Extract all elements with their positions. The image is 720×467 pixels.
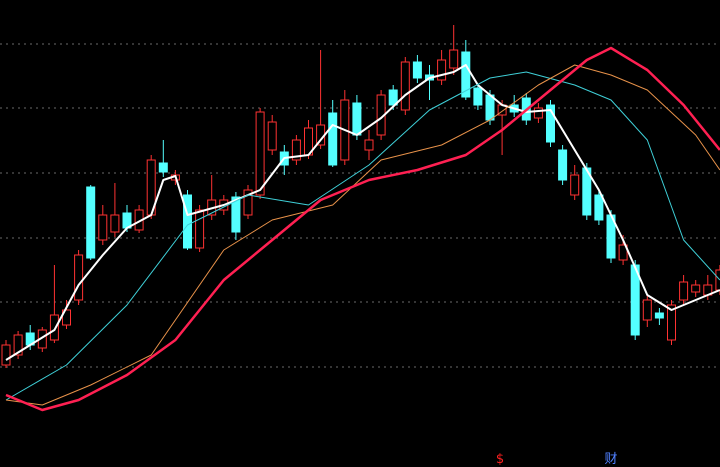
- candle-body: [691, 284, 701, 293]
- candle-body: [654, 312, 664, 319]
- candles: [1, 25, 720, 368]
- annotation: 财: [604, 452, 617, 467]
- candle-body: [328, 112, 338, 166]
- candle-body: [533, 107, 543, 119]
- candle-body: [594, 194, 604, 221]
- candle-body: [582, 167, 592, 216]
- candle-body: [86, 186, 96, 259]
- candle-body: [485, 94, 495, 121]
- candle-body: [267, 121, 277, 151]
- moving-average-line: [5, 71, 720, 401]
- candle-body: [546, 104, 555, 143]
- candle-body: [473, 87, 483, 106]
- candle-body: [49, 314, 59, 341]
- candle-body: [642, 299, 652, 321]
- candle-body: [158, 162, 168, 173]
- candle-body: [255, 111, 265, 196]
- candle-body: [195, 209, 205, 249]
- candle-body: [437, 59, 447, 81]
- candle-body: [231, 196, 241, 233]
- candle-body: [1, 344, 11, 366]
- candle-body: [243, 189, 253, 216]
- candle-body: [352, 102, 362, 136]
- candle-body: [291, 139, 301, 161]
- candle-body: [449, 49, 459, 69]
- candle-body: [630, 264, 640, 336]
- candle-body: [412, 61, 422, 79]
- candle-body: [183, 194, 192, 249]
- annotation: $: [496, 452, 504, 467]
- moving-average-line: [5, 46, 720, 412]
- lines: [5, 46, 720, 412]
- candle-body: [558, 149, 568, 181]
- candle-body: [618, 244, 628, 261]
- candle-body: [679, 281, 689, 301]
- grid: [0, 43, 720, 368]
- candle-body: [667, 304, 676, 341]
- candle-body: [110, 214, 120, 233]
- candle-body: [461, 51, 471, 98]
- moving-average-line: [5, 64, 720, 361]
- candle-body: [98, 214, 108, 241]
- moving-average-line: [5, 64, 720, 406]
- candle-body: [388, 89, 398, 106]
- candle-body: [364, 139, 374, 151]
- candle-body: [570, 174, 580, 196]
- candle-body: [13, 334, 23, 356]
- candle-body: [62, 309, 71, 326]
- candle-body: [400, 61, 410, 111]
- candle-body: [74, 254, 84, 301]
